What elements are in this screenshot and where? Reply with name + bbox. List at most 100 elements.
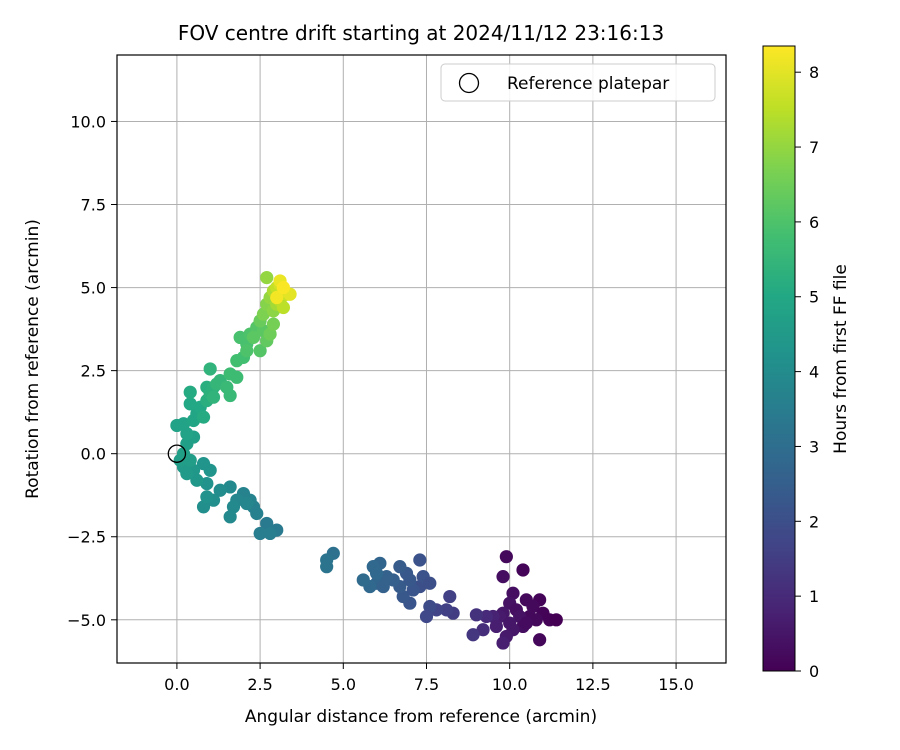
scatter-point	[489, 619, 503, 634]
colorbar-gradient	[763, 46, 795, 671]
scatter-point	[240, 344, 254, 358]
scatter-point	[223, 388, 237, 403]
scatter-point	[356, 573, 370, 587]
y-tick-label: 2.5	[81, 362, 106, 381]
colorbar: 0 1 2 3 4 5 6 7 8 Hours from first FF file	[762, 45, 851, 681]
scatter-point	[369, 566, 384, 580]
colorbar-tick-label: 2	[809, 512, 819, 531]
colorbar-label: Hours from first FF file	[831, 264, 851, 454]
scatter-point	[200, 476, 214, 491]
scatter-point	[270, 290, 284, 305]
scatter-point	[499, 550, 513, 564]
scatter-point	[183, 385, 197, 399]
colorbar-tick-label: 8	[809, 63, 819, 82]
x-tick-label: 2.5	[247, 675, 272, 694]
scatter-point	[423, 576, 437, 590]
y-tick-label: 7.5	[81, 196, 106, 215]
scatter-point	[419, 609, 434, 624]
scatter-point	[506, 586, 520, 600]
x-tick-label: 10.0	[492, 675, 528, 694]
scatter-point	[203, 362, 217, 376]
scatter-point	[393, 560, 407, 574]
scatter-point	[466, 628, 480, 642]
scatter-point	[196, 457, 211, 471]
scatter-point	[443, 589, 457, 604]
x-tick-label: 15.0	[658, 675, 694, 694]
scatter-point	[476, 623, 490, 637]
chart-title: FOV centre drift starting at 2024/11/12 …	[178, 21, 664, 45]
scatter-point	[413, 553, 427, 567]
scatter-point	[213, 483, 227, 497]
scatter-point	[183, 397, 197, 411]
scatter-point	[379, 570, 394, 584]
scatter-point	[233, 330, 247, 345]
scatter-point	[423, 599, 437, 614]
scatter-point	[479, 609, 493, 624]
reference-platepar-point	[167, 444, 187, 463]
scatter-point	[263, 526, 277, 541]
scatter-point	[266, 317, 281, 331]
scatter-point	[246, 330, 261, 345]
legend-label: Reference platepar	[507, 74, 669, 94]
scatter-point	[196, 500, 211, 514]
reference-marker	[167, 444, 187, 463]
scatter-point	[226, 500, 241, 514]
y-tick-label: −5.0	[67, 611, 106, 630]
x-axis-label: Angular distance from reference (arcmin)	[245, 707, 597, 727]
scatter-point	[276, 300, 290, 315]
scatter-point	[496, 570, 510, 584]
grid	[117, 55, 726, 663]
scatter-point	[396, 589, 410, 604]
scatter-point	[176, 417, 191, 431]
scatter-point	[529, 613, 543, 627]
colorbar-tick-label: 5	[809, 288, 819, 307]
legend-marker	[458, 72, 480, 94]
colorbar-tick-label: 4	[809, 363, 819, 382]
scatter-point	[533, 633, 547, 647]
scatter-point	[526, 599, 540, 614]
y-axis-ticks: −5.0 −2.5 0.0 2.5 5.0 7.5 10.0	[67, 112, 117, 630]
colorbar-tick-label: 6	[809, 213, 819, 232]
scatter-point	[549, 613, 563, 627]
x-tick-label: 0.0	[164, 675, 189, 694]
scatter-point	[469, 608, 484, 622]
scatter-point	[223, 480, 237, 494]
colorbar-frame	[762, 45, 796, 672]
scatter-point	[496, 636, 510, 650]
scatter-point	[256, 307, 271, 321]
scatter-point	[180, 427, 194, 441]
x-axis-ticks: 0.0 2.5 5.0 7.5 10.0 12.5 15.0	[164, 663, 694, 694]
y-tick-label: −2.5	[67, 528, 106, 547]
scatter-point	[376, 579, 390, 594]
scatter-point	[176, 447, 191, 461]
y-tick-label: 10.0	[70, 112, 106, 131]
legend: Reference platepar	[440, 63, 716, 102]
plot-frame	[116, 54, 727, 664]
colorbar-tick-label: 3	[809, 437, 819, 456]
colorbar-tick-label: 7	[809, 138, 819, 157]
scatter-point	[276, 280, 290, 295]
scatter-point	[223, 510, 237, 524]
scatter-point	[516, 563, 530, 577]
scatter-point	[190, 473, 204, 487]
scatter-point	[439, 603, 454, 617]
scatter-point	[260, 516, 274, 531]
x-tick-label: 7.5	[414, 675, 439, 694]
colorbar-tick-label: 1	[809, 587, 819, 606]
scatter-point	[263, 327, 277, 341]
scatter-point	[240, 496, 254, 511]
scatter-point	[253, 344, 267, 358]
scatter-point	[206, 390, 221, 404]
scatter-point	[230, 370, 244, 384]
y-axis-label: Rotation from reference (arcmin)	[23, 219, 43, 499]
y-tick-label: 0.0	[81, 445, 106, 464]
scatter-point	[253, 526, 267, 541]
scatter-point	[519, 616, 533, 630]
scatter-point	[406, 583, 420, 597]
legend-box	[440, 63, 716, 102]
scatter-point	[260, 271, 274, 285]
scatter-point	[200, 490, 214, 504]
scatter-point	[320, 560, 334, 574]
colorbar-ticks: 0 1 2 3 4 5 6 7 8	[795, 63, 819, 681]
